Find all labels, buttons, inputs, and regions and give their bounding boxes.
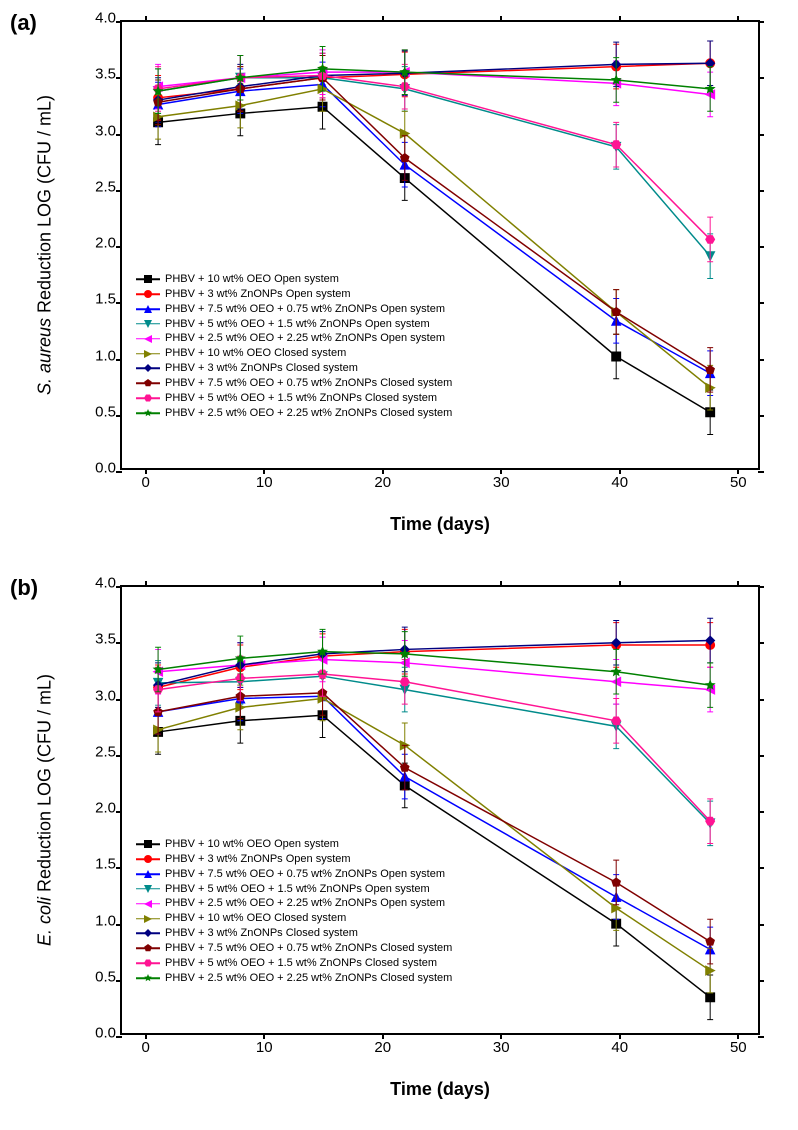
x-tick-label: 10 <box>256 474 273 491</box>
x-tick-label: 50 <box>730 474 747 491</box>
legend-label: PHBV + 3 wt% ZnONPs Closed system <box>165 926 358 941</box>
legend-item: PHBV + 7.5 wt% OEO + 0.75 wt% ZnONPs Clo… <box>136 941 452 956</box>
y-tick-label: 2.0 <box>95 235 116 252</box>
y-tick-label: 4.0 <box>95 575 116 592</box>
legend-item: PHBV + 3 wt% ZnONPs Open system <box>136 852 452 867</box>
legend-item: PHBV + 7.5 wt% OEO + 0.75 wt% ZnONPs Ope… <box>136 302 452 317</box>
y-tick-label: 1.0 <box>95 912 116 929</box>
legend-item: PHBV + 3 wt% ZnONPs Closed system <box>136 361 452 376</box>
y-tick-label: 3.0 <box>95 122 116 139</box>
y-tick-label: 3.0 <box>95 687 116 704</box>
legend-item: PHBV + 10 wt% OEO Closed system <box>136 911 452 926</box>
x-tick-label: 30 <box>493 1039 510 1056</box>
legend-label: PHBV + 3 wt% ZnONPs Closed system <box>165 361 358 376</box>
legend-item: PHBV + 5 wt% OEO + 1.5 wt% ZnONPs Closed… <box>136 391 452 406</box>
legend-label: PHBV + 5 wt% OEO + 1.5 wt% ZnONPs Open s… <box>165 317 430 332</box>
panel-b: (b) E. coli Reduction LOG (CFU / mL) 0.0… <box>0 565 798 1130</box>
legend-item: PHBV + 2.5 wt% OEO + 2.25 wt% ZnONPs Ope… <box>136 331 452 346</box>
x-tick-label: 40 <box>611 474 628 491</box>
y-tick-label: 4.0 <box>95 10 116 27</box>
legend-label: PHBV + 7.5 wt% OEO + 0.75 wt% ZnONPs Clo… <box>165 941 452 956</box>
x-tick-label: 20 <box>374 1039 391 1056</box>
legend-item: PHBV + 5 wt% OEO + 1.5 wt% ZnONPs Closed… <box>136 956 452 971</box>
legend: PHBV + 10 wt% OEO Open systemPHBV + 3 wt… <box>136 272 452 420</box>
x-tick-label: 50 <box>730 1039 747 1056</box>
legend-label: PHBV + 2.5 wt% OEO + 2.25 wt% ZnONPs Ope… <box>165 896 445 911</box>
y-tick-label: 2.5 <box>95 178 116 195</box>
y-axis-label-a: S. aureus Reduction LOG (CFU / mL) <box>35 95 56 395</box>
y-tick-label: 1.5 <box>95 291 116 308</box>
species-name: E. coli <box>35 897 55 946</box>
y-tick-label: 3.5 <box>95 66 116 83</box>
figure: (a) S. aureus Reduction LOG (CFU / mL) 0… <box>0 0 798 1130</box>
y-tick-label: 0.5 <box>95 968 116 985</box>
legend-label: PHBV + 2.5 wt% OEO + 2.25 wt% ZnONPs Ope… <box>165 331 445 346</box>
y-tick-label: 2.5 <box>95 743 116 760</box>
legend-label: PHBV + 10 wt% OEO Closed system <box>165 911 346 926</box>
panel-a: (a) S. aureus Reduction LOG (CFU / mL) 0… <box>0 0 798 565</box>
legend-item: PHBV + 3 wt% ZnONPs Open system <box>136 287 452 302</box>
legend-item: PHBV + 2.5 wt% OEO + 2.25 wt% ZnONPs Ope… <box>136 896 452 911</box>
y-tick-label: 1.0 <box>95 347 116 364</box>
panel-label-b: (b) <box>10 575 38 601</box>
legend-label: PHBV + 5 wt% OEO + 1.5 wt% ZnONPs Open s… <box>165 882 430 897</box>
legend-item: PHBV + 10 wt% OEO Open system <box>136 272 452 287</box>
legend-label: PHBV + 7.5 wt% OEO + 0.75 wt% ZnONPs Clo… <box>165 376 452 391</box>
legend-label: PHBV + 3 wt% ZnONPs Open system <box>165 287 351 302</box>
legend-label: PHBV + 2.5 wt% OEO + 2.25 wt% ZnONPs Clo… <box>165 971 452 986</box>
legend-label: PHBV + 3 wt% ZnONPs Open system <box>165 852 351 867</box>
x-axis-label-b: Time (days) <box>390 1079 490 1100</box>
legend-label: PHBV + 10 wt% OEO Closed system <box>165 346 346 361</box>
legend-label: PHBV + 5 wt% OEO + 1.5 wt% ZnONPs Closed… <box>165 391 437 406</box>
plot-area-b: 0.00.51.01.52.02.53.03.54.001020304050PH… <box>120 585 760 1035</box>
legend-item: PHBV + 2.5 wt% OEO + 2.25 wt% ZnONPs Clo… <box>136 406 452 421</box>
legend-item: PHBV + 7.5 wt% OEO + 0.75 wt% ZnONPs Clo… <box>136 376 452 391</box>
panel-label-a: (a) <box>10 10 37 36</box>
x-tick-label: 20 <box>374 474 391 491</box>
legend: PHBV + 10 wt% OEO Open systemPHBV + 3 wt… <box>136 837 452 985</box>
y-axis-label-b: E. coli Reduction LOG (CFU / mL) <box>35 674 56 946</box>
legend-label: PHBV + 2.5 wt% OEO + 2.25 wt% ZnONPs Clo… <box>165 406 452 421</box>
x-tick-label: 0 <box>142 474 150 491</box>
legend-item: PHBV + 7.5 wt% OEO + 0.75 wt% ZnONPs Ope… <box>136 867 452 882</box>
y-tick-label: 2.0 <box>95 800 116 817</box>
legend-label: PHBV + 10 wt% OEO Open system <box>165 272 339 287</box>
y-tick-label: 0.5 <box>95 403 116 420</box>
legend-item: PHBV + 2.5 wt% OEO + 2.25 wt% ZnONPs Clo… <box>136 971 452 986</box>
legend-label: PHBV + 5 wt% OEO + 1.5 wt% ZnONPs Closed… <box>165 956 437 971</box>
y-tick-label: 3.5 <box>95 631 116 648</box>
legend-item: PHBV + 5 wt% OEO + 1.5 wt% ZnONPs Open s… <box>136 882 452 897</box>
y-tick-label: 1.5 <box>95 856 116 873</box>
legend-item: PHBV + 3 wt% ZnONPs Closed system <box>136 926 452 941</box>
x-tick-label: 30 <box>493 474 510 491</box>
legend-label: PHBV + 7.5 wt% OEO + 0.75 wt% ZnONPs Ope… <box>165 302 445 317</box>
x-axis-label-a: Time (days) <box>390 514 490 535</box>
x-tick-label: 10 <box>256 1039 273 1056</box>
y-tick-label: 0.0 <box>95 460 116 477</box>
legend-label: PHBV + 10 wt% OEO Open system <box>165 837 339 852</box>
legend-item: PHBV + 10 wt% OEO Open system <box>136 837 452 852</box>
legend-item: PHBV + 10 wt% OEO Closed system <box>136 346 452 361</box>
species-name: S. aureus <box>35 318 55 395</box>
legend-label: PHBV + 7.5 wt% OEO + 0.75 wt% ZnONPs Ope… <box>165 867 445 882</box>
y-tick-label: 0.0 <box>95 1025 116 1042</box>
plot-area-a: 0.00.51.01.52.02.53.03.54.001020304050PH… <box>120 20 760 470</box>
x-tick-label: 0 <box>142 1039 150 1056</box>
legend-item: PHBV + 5 wt% OEO + 1.5 wt% ZnONPs Open s… <box>136 317 452 332</box>
x-tick-label: 40 <box>611 1039 628 1056</box>
